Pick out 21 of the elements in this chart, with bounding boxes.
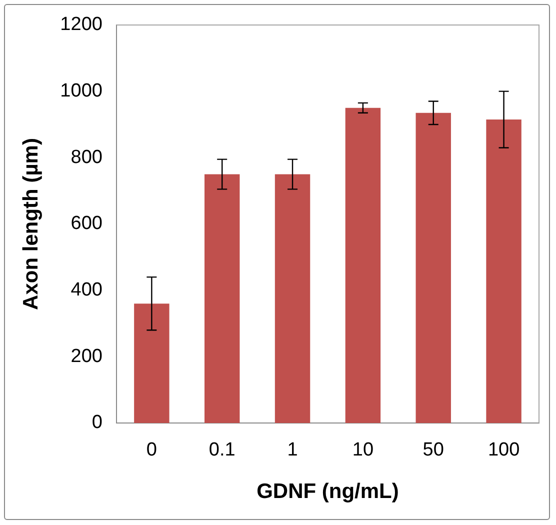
y-tick-label: 1000 <box>60 80 102 102</box>
x-tick-label: 10 <box>352 440 374 461</box>
y-tick-label: 200 <box>70 346 102 367</box>
bar <box>416 112 451 423</box>
x-axis-title: GDNF (ng/mL) <box>256 480 399 504</box>
x-tick-label: 100 <box>488 440 520 461</box>
y-tick-label: 800 <box>70 146 102 168</box>
x-tick-label: 50 <box>422 440 444 461</box>
y-tick-label: 400 <box>70 280 102 301</box>
x-tick-label: 0 <box>146 440 157 461</box>
bar <box>345 108 381 423</box>
bar <box>204 174 240 423</box>
y-tick-label: 600 <box>70 213 102 234</box>
y-axis-title: Axon length (µm) <box>19 138 42 310</box>
y-tick-label: 1200 <box>60 14 102 36</box>
x-tick-label: 1 <box>287 440 298 461</box>
bar <box>274 174 310 423</box>
bar <box>486 120 522 423</box>
x-tick-label: 0.1 <box>208 440 236 461</box>
y-tick-label: 0 <box>92 412 102 434</box>
bar <box>134 304 170 423</box>
